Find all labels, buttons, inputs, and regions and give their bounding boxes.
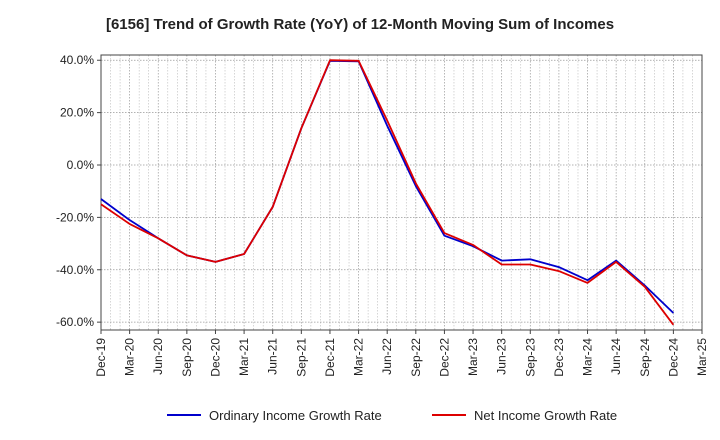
x-tick-label: Sep-23 bbox=[523, 338, 537, 377]
chart-title: [6156] Trend of Growth Rate (YoY) of 12-… bbox=[106, 16, 614, 33]
x-tick-label: Sep-20 bbox=[180, 338, 194, 377]
x-tick-label: Jun-24 bbox=[609, 338, 623, 375]
x-tick-label: Mar-25 bbox=[695, 338, 709, 376]
x-tick-label: Mar-22 bbox=[352, 338, 366, 376]
x-tick-label: Jun-20 bbox=[151, 338, 165, 375]
y-axis: 40.0% 20.0% 0.0% -20.0% -40.0% -60.0% bbox=[56, 53, 101, 329]
legend-net-income: Net Income Growth Rate bbox=[432, 408, 617, 423]
x-tick-label: Sep-22 bbox=[409, 338, 423, 377]
y-tick-label: -20.0% bbox=[56, 210, 94, 224]
x-tick-label: Mar-21 bbox=[237, 338, 251, 376]
legend-label: Net Income Growth Rate bbox=[474, 408, 617, 423]
x-tick-label: Dec-23 bbox=[552, 338, 566, 377]
legend: Ordinary Income Growth Rate Net Income Gr… bbox=[167, 408, 617, 423]
x-tick-label: Jun-21 bbox=[266, 338, 280, 375]
x-tick-label: Mar-23 bbox=[466, 338, 480, 376]
y-tick-label: 20.0% bbox=[60, 106, 94, 120]
x-tick-label: Dec-19 bbox=[94, 338, 108, 377]
x-tick-label: Jun-23 bbox=[495, 338, 509, 375]
plot-area bbox=[100, 54, 703, 331]
x-tick-label: Dec-21 bbox=[323, 338, 337, 377]
y-tick-label: -40.0% bbox=[56, 263, 94, 277]
y-tick-label: -60.0% bbox=[56, 315, 94, 329]
series-line-net-income bbox=[100, 59, 675, 326]
x-tick-label: Sep-21 bbox=[294, 338, 308, 377]
series-lines bbox=[100, 59, 675, 326]
x-tick-label: Mar-24 bbox=[581, 338, 595, 376]
x-tick-label: Jun-22 bbox=[380, 338, 394, 375]
y-tick-label: 0.0% bbox=[67, 158, 95, 172]
x-tick-label: Dec-24 bbox=[666, 338, 680, 377]
grid bbox=[101, 55, 702, 330]
x-axis: Dec-19 Mar-20 Jun-20 Sep-20 Dec-20 Mar-21 Jun-… bbox=[94, 330, 709, 377]
x-tick-label: Mar-20 bbox=[123, 338, 137, 376]
x-tick-label: Dec-20 bbox=[208, 338, 222, 377]
y-tick-label: 40.0% bbox=[60, 53, 94, 67]
legend-label: Ordinary Income Growth Rate bbox=[209, 408, 382, 423]
x-tick-label: Sep-24 bbox=[638, 338, 652, 377]
x-tick-label: Dec-22 bbox=[437, 338, 451, 377]
legend-ordinary-income: Ordinary Income Growth Rate bbox=[167, 408, 382, 423]
